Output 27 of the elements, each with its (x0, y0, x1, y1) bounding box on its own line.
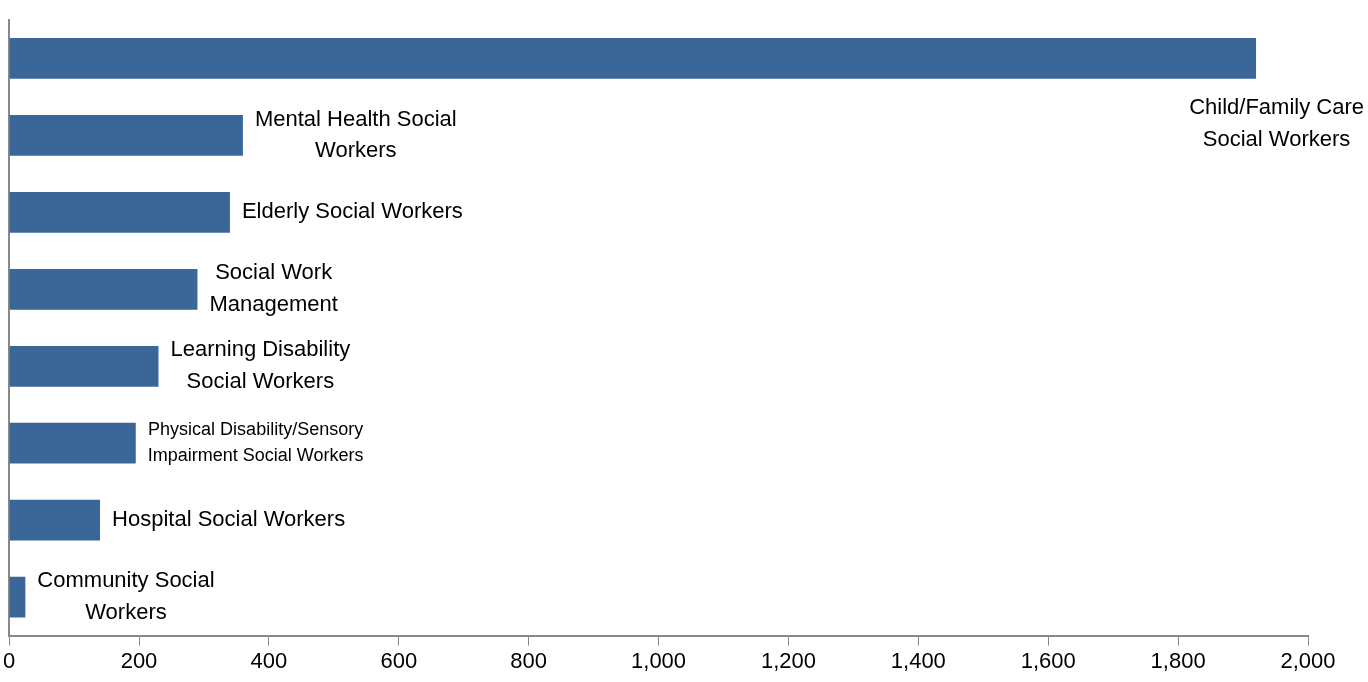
y-tick-label: Physical Disability/Sensory Impairment Social Workers (147, 419, 364, 466)
y-tick-label: Community Social Workers (37, 567, 215, 625)
bar (9, 268, 198, 310)
y-tick-label: Learning Disability Social Workers (170, 336, 351, 394)
x-tick-label: 1,800 (1150, 647, 1206, 673)
x-tick-label: 0 (2, 647, 16, 673)
x-tick-label: 1,600 (1020, 647, 1076, 673)
x-tick-label: 800 (510, 647, 548, 673)
y-tick-label: Child/Family Care Social Workers (1189, 93, 1364, 151)
bar (9, 576, 26, 618)
x-tick-label: 1,200 (760, 647, 816, 673)
bar (9, 191, 230, 233)
y-tick-label: Social Work Management (209, 259, 338, 317)
x-tick-label: 1,400 (890, 647, 946, 673)
x-tick-label: 1,000 (631, 647, 687, 673)
bar (9, 499, 101, 541)
bar (9, 38, 1257, 79)
y-tick-label: Hospital Social Workers (112, 506, 346, 532)
y-tick-label: Elderly Social Workers (241, 198, 463, 224)
x-tick-label: 2,000 (1280, 647, 1336, 673)
x-tick-label: 600 (380, 647, 418, 673)
bar (9, 345, 159, 387)
x-tick-label: 400 (250, 647, 288, 673)
bar (9, 115, 243, 156)
x-tick-label: 200 (120, 647, 158, 673)
bar (9, 422, 136, 464)
y-tick-label: Mental Health Social Workers (254, 105, 457, 163)
